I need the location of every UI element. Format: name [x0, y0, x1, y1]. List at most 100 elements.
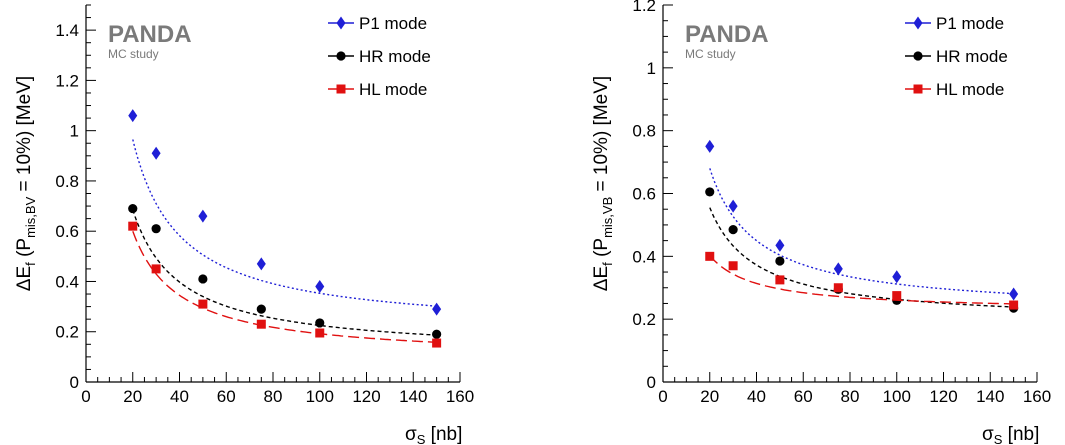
fit-curve-hl: [132, 230, 437, 343]
data-point-hl: [151, 264, 161, 274]
data-point-hl: [833, 283, 843, 293]
legend-label-hr: HR mode: [936, 47, 1008, 66]
data-point-p1: [151, 146, 161, 160]
fit-curve-hr: [709, 207, 1014, 308]
legend-label-hl: HL mode: [936, 80, 1004, 99]
y-tick-label: 0.4: [55, 272, 79, 291]
data-point-hl: [775, 275, 785, 285]
x-axis-title-subscript: S: [994, 432, 1003, 445]
data-point-p1: [775, 238, 785, 252]
y-axis-title-pre: ΔE: [14, 266, 35, 291]
y-tick-label: 1.2: [632, 0, 656, 15]
x-tick-label: 100: [883, 387, 911, 406]
x-tick-label: 80: [841, 387, 860, 406]
y-axis-title-post: = 10%) [MeV]: [591, 76, 612, 197]
mc-study-label: MC study: [108, 47, 159, 61]
data-point-p1: [892, 270, 902, 284]
legend-label-hr: HR mode: [359, 47, 431, 66]
legend-marker-p1: [336, 16, 346, 30]
data-point-hl: [128, 221, 138, 231]
data-point-hr: [775, 256, 785, 266]
y-axis-title-mid: (P: [14, 238, 35, 262]
y-tick-label: 0.6: [632, 185, 656, 204]
y-tick-label: 0.2: [632, 310, 656, 329]
legend-label-hl: HL mode: [359, 80, 427, 99]
fit-curve-p1: [132, 139, 437, 307]
data-point-p1: [315, 279, 325, 293]
data-point-hl: [256, 319, 266, 329]
legend-marker-hl: [913, 84, 923, 94]
legend-marker-hl: [336, 84, 346, 94]
data-point-hr: [128, 203, 138, 214]
y-tick-label: 0.6: [55, 222, 79, 241]
y-axis-title-post: = 10%) [MeV]: [14, 76, 35, 197]
data-point-p1: [256, 257, 266, 271]
y-axis-title-sub2: mis,VB: [600, 197, 615, 238]
y-tick-label: 0: [647, 373, 656, 392]
y-axis-title-sub1: f: [600, 262, 615, 266]
data-point-p1: [128, 109, 138, 123]
x-axis-title-unit: [nb]: [1002, 424, 1039, 445]
y-axis-title: ΔEf (Pmis,VB = 10%) [MeV]: [591, 76, 615, 291]
x-tick-label: 20: [700, 387, 719, 406]
legend-marker-hr: [336, 51, 346, 61]
data-point-hr: [705, 187, 715, 197]
y-tick-label: 0.8: [55, 172, 79, 191]
x-axis-title: σS [nb]: [982, 424, 1039, 445]
data-point-hr: [432, 329, 442, 339]
data-point-hr: [151, 224, 161, 234]
x-axis-title-symbol: σ: [982, 424, 994, 445]
x-tick-label: 100: [306, 387, 334, 406]
data-point-hl: [728, 261, 738, 271]
y-tick-label: 0.8: [632, 122, 656, 141]
legend-marker-hr: [913, 51, 923, 61]
data-point-p1: [432, 302, 442, 316]
x-tick-label: 80: [264, 387, 283, 406]
y-tick-label: 1.2: [55, 71, 79, 90]
x-tick-label: 140: [976, 387, 1004, 406]
data-point-hr: [198, 274, 208, 284]
x-axis-title-symbol: σ: [405, 424, 417, 445]
data-point-hr: [256, 304, 266, 314]
data-point-hr: [728, 225, 738, 235]
data-point-p1: [833, 262, 843, 276]
x-tick-label: 40: [170, 387, 189, 406]
legend-label-p1: P1 mode: [359, 14, 427, 33]
x-tick-label: 60: [217, 387, 236, 406]
data-point-hr: [315, 318, 325, 328]
fit-curve-hl: [709, 255, 1014, 305]
data-point-hl: [315, 328, 325, 338]
data-point-p1: [198, 209, 208, 223]
legend-label-p1: P1 mode: [936, 14, 1004, 33]
x-tick-label: 120: [929, 387, 957, 406]
panda-logo: PANDA: [685, 21, 769, 48]
y-tick-label: 1.4: [55, 21, 79, 40]
data-point-hl: [705, 251, 715, 261]
y-axis-title-pre: ΔE: [591, 266, 612, 291]
data-point-hl: [198, 299, 208, 309]
x-axis-title-unit: [nb]: [425, 424, 462, 445]
x-tick-label: 140: [399, 387, 427, 406]
chart-panel-1: 0 20 40 60 80 100 120 140 160 0 0.2 0.4 0.6 0.8 1 1.2 1.…: [14, 4, 474, 445]
data-point-p1: [728, 199, 738, 213]
data-point-p1: [1009, 287, 1019, 301]
x-tick-label: 160: [446, 387, 474, 406]
x-tick-label: 0: [658, 387, 667, 406]
x-tick-label: 40: [747, 387, 766, 406]
x-axis-title: σS [nb]: [405, 424, 462, 445]
y-axis-title-mid: (P: [591, 238, 612, 262]
x-tick-label: 120: [352, 387, 380, 406]
y-axis-title-sub2: mis,BV: [23, 196, 38, 238]
data-point-hl: [892, 291, 902, 301]
chart-panel-2: 0 20 40 60 80 100 120 140 160 0 0.2 0.4 0.6 0.8 1 1.2 σS…: [591, 0, 1051, 445]
y-axis-title-sub1: f: [23, 262, 38, 266]
legend-marker-p1: [913, 16, 923, 30]
mc-study-label: MC study: [685, 47, 736, 61]
y-tick-label: 1: [70, 122, 79, 141]
data-point-hl: [432, 338, 442, 348]
data-point-hl: [1009, 300, 1019, 310]
x-tick-label: 160: [1023, 387, 1051, 406]
x-tick-label: 60: [794, 387, 813, 406]
y-tick-label: 0: [70, 373, 79, 392]
